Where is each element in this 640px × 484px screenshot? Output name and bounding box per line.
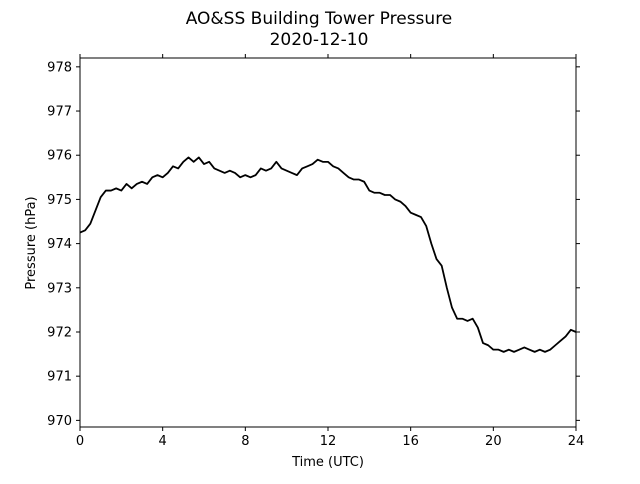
y-tick-label: 972 — [47, 325, 72, 340]
x-tick-label: 4 — [159, 434, 167, 449]
x-tick-label: 12 — [320, 434, 337, 449]
x-tick-label: 16 — [402, 434, 419, 449]
chart-subtitle: 2020-12-10 — [270, 30, 369, 50]
x-axis-label: Time (UTC) — [291, 455, 364, 470]
x-axis: 0 4 8 12 16 20 24 — [76, 54, 584, 449]
x-tick-label: 8 — [241, 434, 249, 449]
y-tick-label: 974 — [47, 237, 72, 252]
y-tick-label: 975 — [47, 193, 72, 208]
pressure-series-line — [79, 156, 577, 353]
y-axis-label: Pressure (hPa) — [24, 196, 39, 289]
y-tick-label: 970 — [47, 414, 72, 429]
y-tick-label: 977 — [47, 105, 72, 120]
y-axis: 970 971 972 973 974 975 976 977 978 — [47, 60, 580, 429]
y-tick-label: 973 — [47, 281, 72, 296]
x-tick-label: 24 — [568, 434, 585, 449]
y-tick-label: 978 — [47, 60, 72, 75]
plot-frame — [79, 57, 577, 428]
y-tick-label: 976 — [47, 149, 72, 164]
y-tick-label: 971 — [47, 370, 72, 385]
x-tick-label: 20 — [485, 434, 502, 449]
x-tick-label: 0 — [76, 434, 84, 449]
plot-area — [79, 156, 577, 353]
chart-title: AO&SS Building Tower Pressure — [186, 9, 453, 29]
